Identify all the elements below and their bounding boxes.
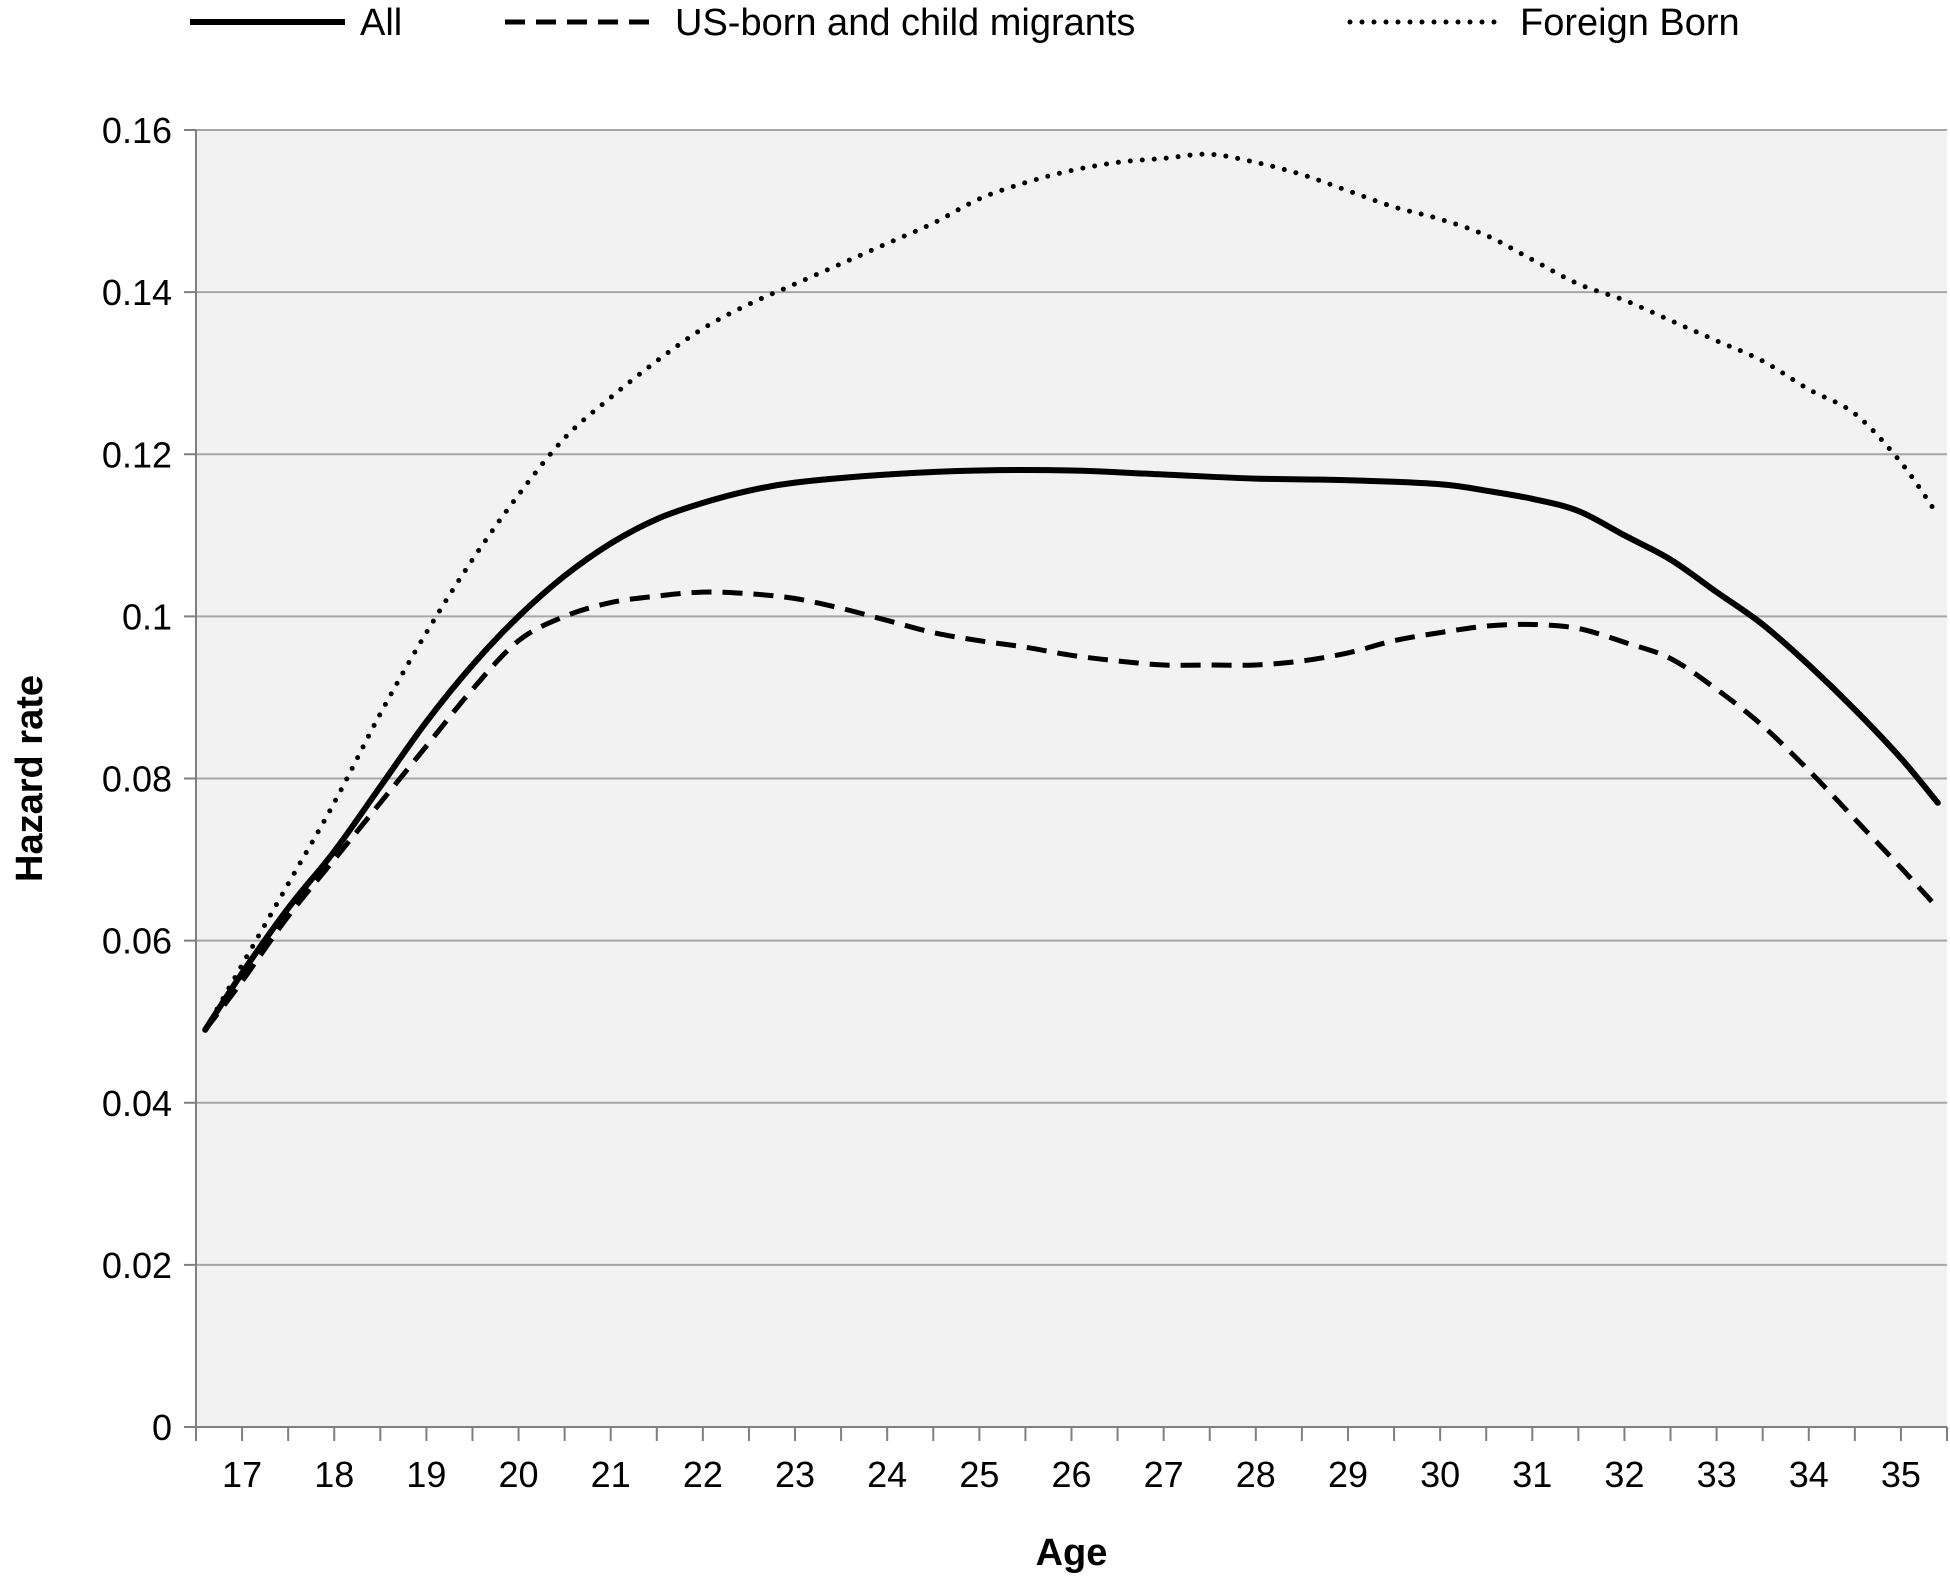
y-tick-label: 0.16 xyxy=(102,110,172,151)
x-tick-label: 35 xyxy=(1881,1454,1921,1495)
x-tick-label: 32 xyxy=(1604,1454,1644,1495)
y-tick-label: 0.14 xyxy=(102,272,172,313)
x-tick-label: 30 xyxy=(1420,1454,1460,1495)
x-tick-label: 28 xyxy=(1236,1454,1276,1495)
x-tick-labels: 17 18 19 20 21 22 23 24 25 26 27 28 29 30 31 32 33 34 35 xyxy=(222,1454,1921,1495)
x-tick-label: 29 xyxy=(1328,1454,1368,1495)
legend: All US-born and child migrants Foreign Bor… xyxy=(190,2,1740,44)
y-tick-label: 0 xyxy=(152,1407,172,1448)
y-tick-label: 0.08 xyxy=(102,759,172,800)
x-tick-label: 20 xyxy=(499,1454,539,1495)
series-layer xyxy=(202,151,1941,1033)
gridlines xyxy=(196,129,1947,1266)
series-line-solid xyxy=(202,466,1941,1033)
legend-label: Foreign Born xyxy=(1520,2,1740,44)
legend-label: US-born and child migrants xyxy=(675,2,1135,44)
y-tick-labels: 0 0.02 0.04 0.06 0.08 0.1 0.12 0.14 0.16 xyxy=(102,110,172,1448)
x-tick-label: 31 xyxy=(1512,1454,1552,1495)
x-tick-label: 18 xyxy=(314,1454,354,1495)
y-tick-label: 0.12 xyxy=(102,434,172,475)
x-tick-label: 33 xyxy=(1697,1454,1737,1495)
series-line-dashed xyxy=(203,589,1940,1032)
series-line-dotted xyxy=(202,151,1941,1033)
x-axis-title: Age xyxy=(1036,1532,1108,1574)
y-axis-title: Hazard rate xyxy=(9,675,51,882)
y-tick-label: 0.06 xyxy=(102,921,172,962)
x-tick-label: 23 xyxy=(775,1454,815,1495)
axes xyxy=(184,129,1948,1441)
y-tick-label: 0.02 xyxy=(102,1245,172,1286)
x-tick-label: 22 xyxy=(683,1454,723,1495)
x-tick-label: 27 xyxy=(1144,1454,1184,1495)
x-tick-label: 19 xyxy=(406,1454,446,1495)
y-tick-label: 0.04 xyxy=(102,1083,172,1124)
x-tick-label: 25 xyxy=(959,1454,999,1495)
x-tick-label: 26 xyxy=(1051,1454,1091,1495)
x-tick-label: 34 xyxy=(1789,1454,1829,1495)
x-tick-label: 24 xyxy=(867,1454,907,1495)
legend-label: All xyxy=(360,2,402,44)
x-tick-label: 21 xyxy=(591,1454,631,1495)
y-tick-label: 0.1 xyxy=(122,596,172,637)
x-tick-label: 17 xyxy=(222,1454,262,1495)
